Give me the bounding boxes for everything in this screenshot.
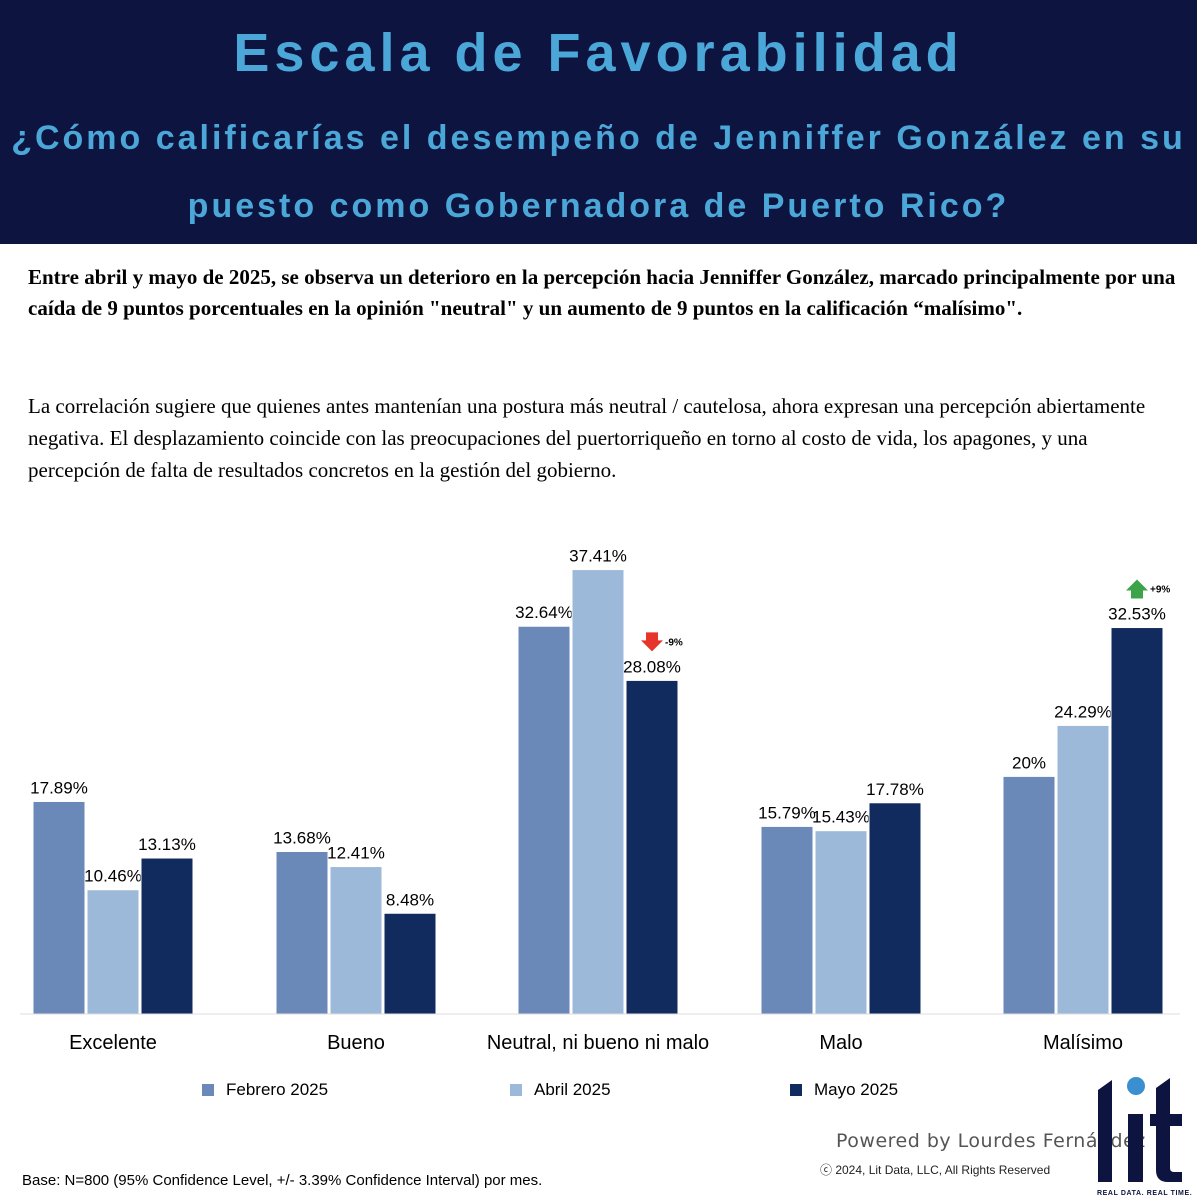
- bar-0-0: [32, 800, 86, 1015]
- data-label-0-0: 17.89%: [30, 778, 88, 797]
- legend-swatch-abril: [510, 1084, 522, 1096]
- data-label-1-0: 13.68%: [273, 828, 331, 847]
- data-label-4-1: 24.29%: [1054, 702, 1112, 721]
- change-annotation-1: +9%: [1150, 585, 1170, 596]
- category-label-0: Excelente: [69, 1032, 157, 1054]
- bar-2-2: [625, 679, 679, 1015]
- favorability-bar-chart: 17.89% 10.46% 13.13% Excelente 13.68%12.41% 8…: [20, 547, 1180, 1054]
- bar-1-0: [275, 850, 329, 1015]
- data-label-2-1: 37.41%: [569, 547, 627, 566]
- bar-3-1: [814, 830, 868, 1015]
- legend-item-mayo: Mayo 2025: [790, 1080, 898, 1100]
- page-subtitle: ¿Cómo calificarías el desempeño de Jenni…: [11, 119, 1186, 225]
- data-label-2-2: 28.08%: [623, 657, 681, 676]
- category-label-3: Malo: [819, 1032, 862, 1054]
- data-label-2-0: 32.64%: [515, 603, 573, 622]
- bar-1-1: [329, 866, 383, 1015]
- bar-4-1: [1056, 724, 1110, 1015]
- bar-0-2: [140, 857, 194, 1015]
- header-banner: Escala de Favorabilidad ¿Cómo calificarí…: [0, 0, 1197, 244]
- category-label-4: Malísimo: [1043, 1032, 1123, 1054]
- lit-logo-icon: [1098, 1077, 1182, 1182]
- bar-3-2: [868, 802, 922, 1015]
- bar-0-1: [86, 889, 140, 1015]
- legend-item-febrero: Febrero 2025: [202, 1080, 328, 1100]
- change-arrow-up-icon: [1126, 579, 1148, 599]
- data-label-0-1: 10.46%: [84, 867, 142, 886]
- data-label-3-2: 17.78%: [866, 780, 924, 799]
- data-label-3-1: 15.43%: [812, 808, 870, 827]
- bar-3-0: [760, 825, 814, 1015]
- category-label-1: Bueno: [327, 1032, 385, 1054]
- data-label-3-0: 15.79%: [758, 803, 816, 822]
- legend-label-mayo: Mayo 2025: [814, 1080, 899, 1099]
- change-annotation-0: -9%: [665, 637, 683, 648]
- logo-tagline: REAL DATA. REAL TIME.: [1097, 1190, 1193, 1197]
- bar-4-2: [1110, 627, 1164, 1015]
- legend-label-febrero: Febrero 2025: [226, 1080, 329, 1099]
- data-label-1-2: 8.48%: [386, 890, 434, 909]
- bar-2-1: [571, 569, 625, 1015]
- base-note: Base: N=800 (95% Confidence Level, +/- 3…: [22, 1172, 543, 1189]
- powered-by-text: Powered by Lourdes Fernández: [836, 1130, 1146, 1152]
- category-label-2: Neutral, ni bueno ni malo: [487, 1032, 709, 1054]
- page-title: Escala de Favorabilidad: [233, 23, 964, 83]
- legend-label-abril: Abril 2025: [534, 1080, 611, 1099]
- bar-2-0: [517, 625, 571, 1015]
- data-label-1-1: 12.41%: [327, 844, 385, 863]
- legend-item-abril: Abril 2025: [510, 1080, 611, 1100]
- summary-body-text: La correlación sugiere que quienes antes…: [28, 394, 1146, 482]
- data-label-0-2: 13.13%: [138, 835, 196, 854]
- bar-1-2: [383, 912, 437, 1015]
- legend-swatch-mayo: [790, 1084, 802, 1096]
- change-arrow-down-icon: [641, 632, 663, 652]
- data-label-4-2: 32.53%: [1108, 605, 1166, 624]
- summary-bold-text: Entre abril y mayo de 2025, se observa u…: [28, 265, 1176, 320]
- copyright-text: ⓒ 2024, Lit Data, LLC, All Rights Reserv…: [820, 1163, 1051, 1177]
- data-label-4-0: 20%: [1012, 753, 1046, 772]
- legend-swatch-febrero: [202, 1084, 214, 1096]
- bar-4-0: [1002, 775, 1056, 1015]
